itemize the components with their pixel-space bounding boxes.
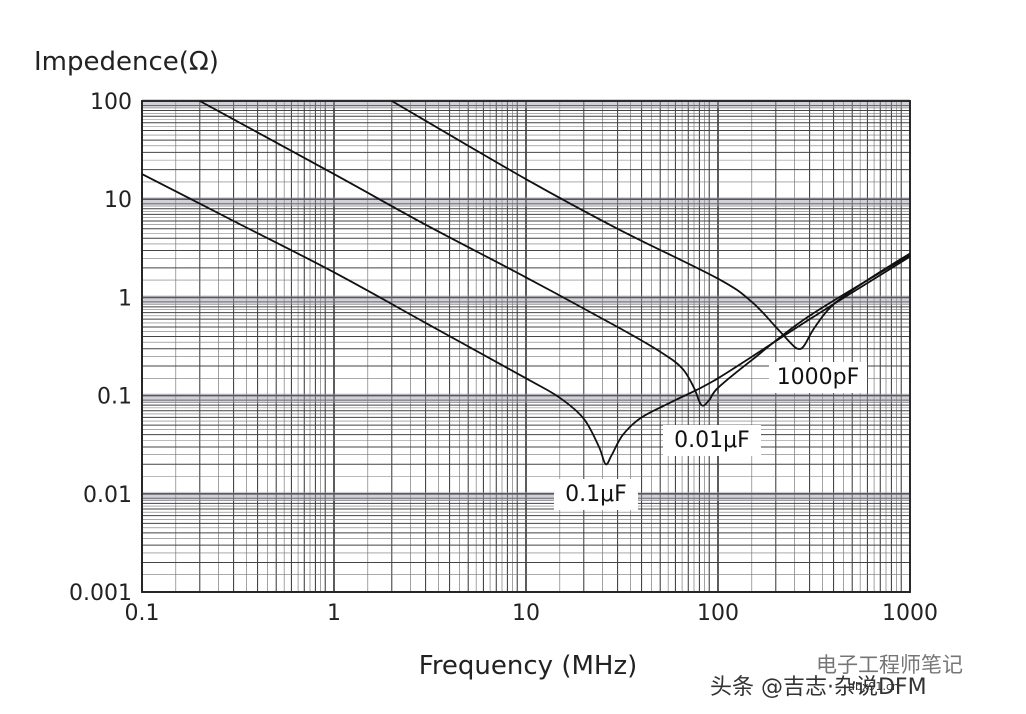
y-axis-title: Impedence(Ω) bbox=[34, 47, 219, 77]
grid-band bbox=[142, 491, 910, 501]
y-tick-label: 100 bbox=[90, 90, 132, 115]
curve-0.01μF bbox=[199, 100, 911, 407]
watermark-overlay: 电子工程师笔记 bbox=[816, 653, 963, 677]
x-tick-label: 1 bbox=[327, 601, 341, 626]
x-axis-title: Frequency (MHz) bbox=[419, 651, 638, 681]
y-tick-label: 0.01 bbox=[83, 483, 132, 508]
series-label-1000pF: 1000pF bbox=[777, 365, 860, 390]
tick-labels: 0.1 1 10 100 1000 100 10 1 0.1 0.01 0.001 bbox=[69, 90, 938, 626]
series-label-bg bbox=[554, 479, 638, 510]
curve-1000pF bbox=[391, 100, 911, 350]
plot-border bbox=[141, 100, 911, 593]
series-label-0.01μF: 0.01μF bbox=[674, 428, 750, 453]
x-tick-label: 100 bbox=[697, 601, 739, 626]
series-label-bg bbox=[663, 425, 761, 456]
impedance-curves bbox=[141, 100, 911, 466]
y-tick-label: 1 bbox=[118, 286, 132, 311]
grid-band bbox=[142, 393, 910, 403]
y-tick-label: 0.001 bbox=[69, 581, 132, 606]
watermark-text: 头条 @吉志·杂说DFM bbox=[710, 675, 927, 700]
grid-band bbox=[142, 197, 910, 207]
watermark: 电子工程师笔记 头条 @吉志·杂说DFM dbx91.cn bbox=[710, 653, 963, 700]
chart-grid bbox=[141, 99, 911, 593]
x-tick-label: 1000 bbox=[882, 601, 938, 626]
grid-band bbox=[142, 295, 910, 305]
curve-0.1μF bbox=[141, 173, 911, 466]
watermark-small: dbx91.cn bbox=[848, 680, 899, 693]
x-tick-label: 10 bbox=[512, 601, 540, 626]
grid-band bbox=[142, 99, 910, 108]
y-tick-label: 10 bbox=[104, 188, 132, 213]
series-label-bg bbox=[769, 362, 867, 393]
x-tick-label: 0.1 bbox=[125, 601, 160, 626]
y-tick-label: 0.1 bbox=[97, 385, 132, 410]
series-labels: 1000pF 0.01μF 0.1μF bbox=[554, 362, 867, 510]
series-label-0.1μF: 0.1μF bbox=[565, 482, 627, 507]
